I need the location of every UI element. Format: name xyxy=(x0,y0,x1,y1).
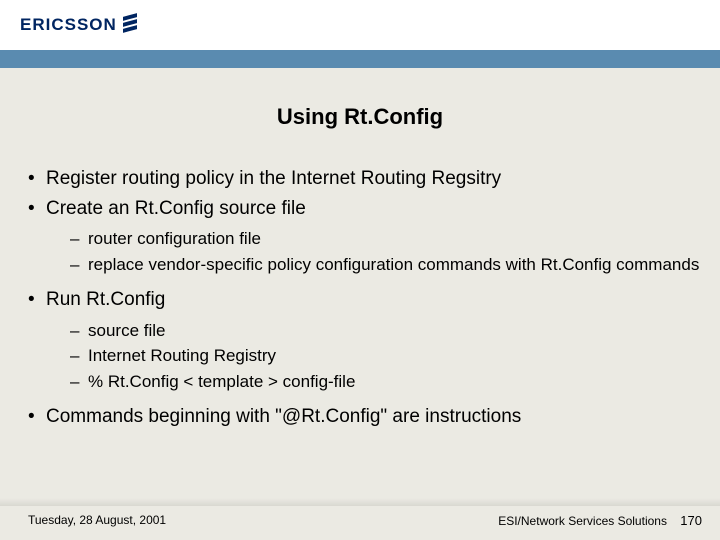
list-item: replace vendor-specific policy configura… xyxy=(70,253,700,277)
page-title: Using Rt.Config xyxy=(0,104,720,130)
sub-list: source file Internet Routing Registry % … xyxy=(70,319,700,394)
list-item: Create an Rt.Config source file router c… xyxy=(28,196,700,277)
content: Register routing policy in the Internet … xyxy=(0,166,720,430)
list-item: Internet Routing Registry xyxy=(70,344,700,368)
bullet-list: Register routing policy in the Internet … xyxy=(28,166,700,430)
list-item: router configuration file xyxy=(70,227,700,251)
sub-list: router configuration file replace vendor… xyxy=(70,227,700,277)
footer-gradient xyxy=(0,498,720,506)
header: ERICSSON xyxy=(0,0,720,50)
list-item: source file xyxy=(70,319,700,343)
footer-org: ESI/Network Services Solutions xyxy=(498,514,667,528)
logo-text: ERICSSON xyxy=(20,15,117,35)
footer-right: ESI/Network Services Solutions 170 xyxy=(498,513,702,528)
footer: Tuesday, 28 August, 2001 ESI/Network Ser… xyxy=(0,513,720,528)
list-item: Commands beginning with "@Rt.Config" are… xyxy=(28,404,700,430)
list-item-text: Create an Rt.Config source file xyxy=(46,198,306,219)
list-item: Register routing policy in the Internet … xyxy=(28,166,700,192)
page-number: 170 xyxy=(680,513,702,528)
list-item-text: Run Rt.Config xyxy=(46,289,165,310)
list-item: Run Rt.Config source file Internet Routi… xyxy=(28,287,700,394)
list-item: % Rt.Config < template > config-file xyxy=(70,370,700,394)
logo-icon xyxy=(123,13,137,33)
divider-bar xyxy=(0,50,720,68)
footer-date: Tuesday, 28 August, 2001 xyxy=(28,513,166,527)
